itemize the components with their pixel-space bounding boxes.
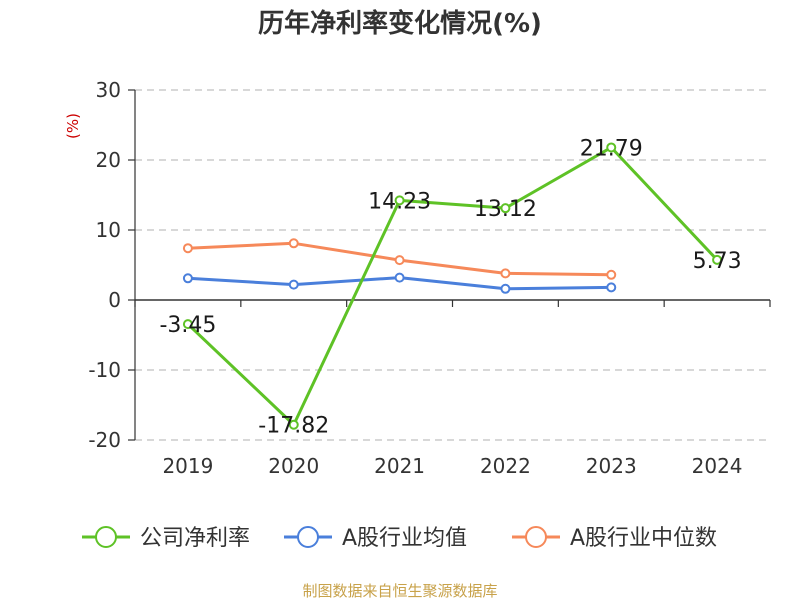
legend-label: A股行业中位数 [570,526,717,551]
x-tick-label: 2020 [268,454,319,478]
legend-label: 公司净利率 [140,526,250,551]
y-axis-label: (%) [64,113,82,139]
legend-label: A股行业均值 [342,526,467,551]
series-lines [182,142,723,430]
legend-marker [95,526,117,548]
data-point [182,319,193,330]
y-tick-label: -20 [88,428,121,452]
chart-title: 历年净利率变化情况(%) [258,8,542,39]
data-point [606,142,617,153]
x-tick-label: 2019 [162,454,213,478]
x-tick-label: 2022 [480,454,531,478]
data-point [394,272,405,283]
data-label: -3.45 [159,313,216,338]
y-tick-label: 20 [96,148,121,172]
gridlines [135,89,770,441]
y-tick-label: 0 [108,288,121,312]
data-point [288,279,299,290]
data-point [606,282,617,293]
x-tick-label: 2023 [586,454,637,478]
data-point [500,268,511,279]
data-point [394,195,405,206]
data-point [182,273,193,284]
x-tick-label: 2024 [692,454,743,478]
data-point [712,254,723,265]
series-line-0 [186,145,719,427]
y-tick-label: 10 [96,218,121,242]
data-label: -17.82 [258,414,329,439]
legend-marker [297,526,319,548]
source-note: 制图数据来自恒生聚源数据库 [302,582,497,600]
legend: 公司净利率 A股行业均值 A股行业中位数 [82,526,717,551]
data-label: 14.23 [368,189,431,214]
data-point [288,238,299,249]
data-point [500,203,511,214]
data-label: 5.73 [693,249,742,274]
data-point [288,419,299,430]
data-label: 21.79 [580,136,643,161]
data-label: 13.12 [474,197,537,222]
data-point [182,243,193,254]
x-tick-label: 2021 [374,454,425,478]
data-point [394,255,405,266]
axes: 30 20 10 0 -10 -20 2019 2020 2021 2022 2023 2024 [88,78,771,478]
y-tick-label: 30 [96,78,121,102]
data-labels: -3.45 -17.82 14.23 13.12 21.79 5.73 [159,136,741,438]
legend-marker [525,526,547,548]
data-point [500,283,511,294]
y-tick-label: -10 [88,358,121,382]
data-point [606,269,617,280]
